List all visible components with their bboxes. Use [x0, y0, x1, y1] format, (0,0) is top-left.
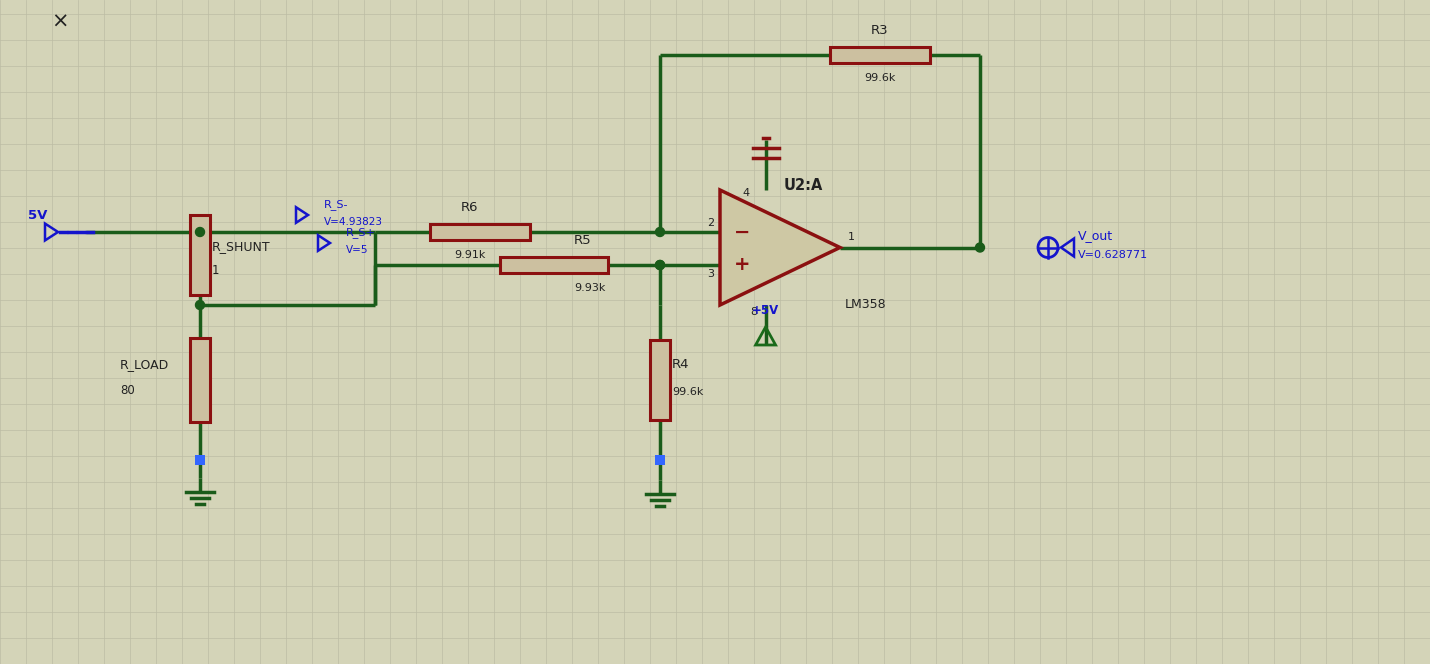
Polygon shape [719, 190, 839, 305]
Text: 99.6k: 99.6k [864, 73, 895, 83]
Bar [430, 224, 531, 240]
Text: +5V: +5V [752, 304, 779, 317]
Text: 8: 8 [751, 307, 758, 317]
Circle shape [655, 228, 665, 236]
Text: R_S+: R_S+ [346, 227, 376, 238]
Text: R5: R5 [573, 234, 592, 247]
Text: 5V: 5V [29, 209, 47, 222]
Text: −: − [734, 222, 751, 242]
Text: V=5: V=5 [346, 245, 369, 255]
Text: R4: R4 [672, 359, 689, 371]
Text: 4: 4 [742, 188, 749, 198]
Bar [190, 338, 210, 422]
Text: R_SHUNT: R_SHUNT [212, 240, 270, 254]
Text: ×: × [51, 12, 69, 32]
Text: V_out: V_out [1078, 230, 1113, 242]
Circle shape [975, 243, 984, 252]
Text: R_S-: R_S- [325, 199, 349, 210]
Text: V=0.628771: V=0.628771 [1078, 250, 1148, 260]
Text: U2:A: U2:A [784, 177, 824, 193]
Circle shape [196, 228, 204, 236]
Text: LM358: LM358 [845, 299, 887, 311]
Bar [190, 215, 210, 295]
Bar [194, 455, 204, 465]
Text: 80: 80 [120, 384, 134, 396]
Text: 99.6k: 99.6k [672, 387, 704, 397]
Text: 9.91k: 9.91k [455, 250, 486, 260]
Text: 1: 1 [212, 264, 219, 276]
Text: 9.93k: 9.93k [573, 283, 605, 293]
Bar [651, 340, 671, 420]
Text: +: + [734, 256, 751, 274]
Circle shape [196, 301, 204, 309]
Circle shape [655, 260, 665, 270]
Bar [500, 257, 608, 273]
Bar [655, 455, 665, 465]
Text: 2: 2 [706, 218, 714, 228]
Text: R_LOAD: R_LOAD [120, 359, 169, 371]
Text: R3: R3 [871, 24, 889, 37]
Text: R6: R6 [462, 201, 479, 214]
Text: 1: 1 [848, 232, 855, 242]
Bar [829, 47, 930, 63]
Circle shape [655, 260, 665, 270]
Text: V=4.93823: V=4.93823 [325, 217, 383, 227]
Text: 3: 3 [706, 269, 714, 279]
